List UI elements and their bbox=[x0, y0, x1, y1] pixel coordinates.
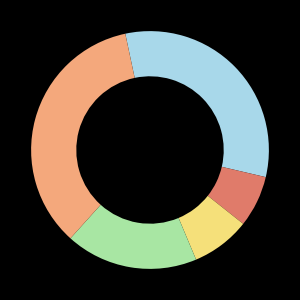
Wedge shape bbox=[125, 31, 269, 177]
Wedge shape bbox=[31, 34, 135, 238]
Wedge shape bbox=[70, 205, 196, 269]
Wedge shape bbox=[178, 196, 243, 260]
Wedge shape bbox=[208, 167, 266, 224]
